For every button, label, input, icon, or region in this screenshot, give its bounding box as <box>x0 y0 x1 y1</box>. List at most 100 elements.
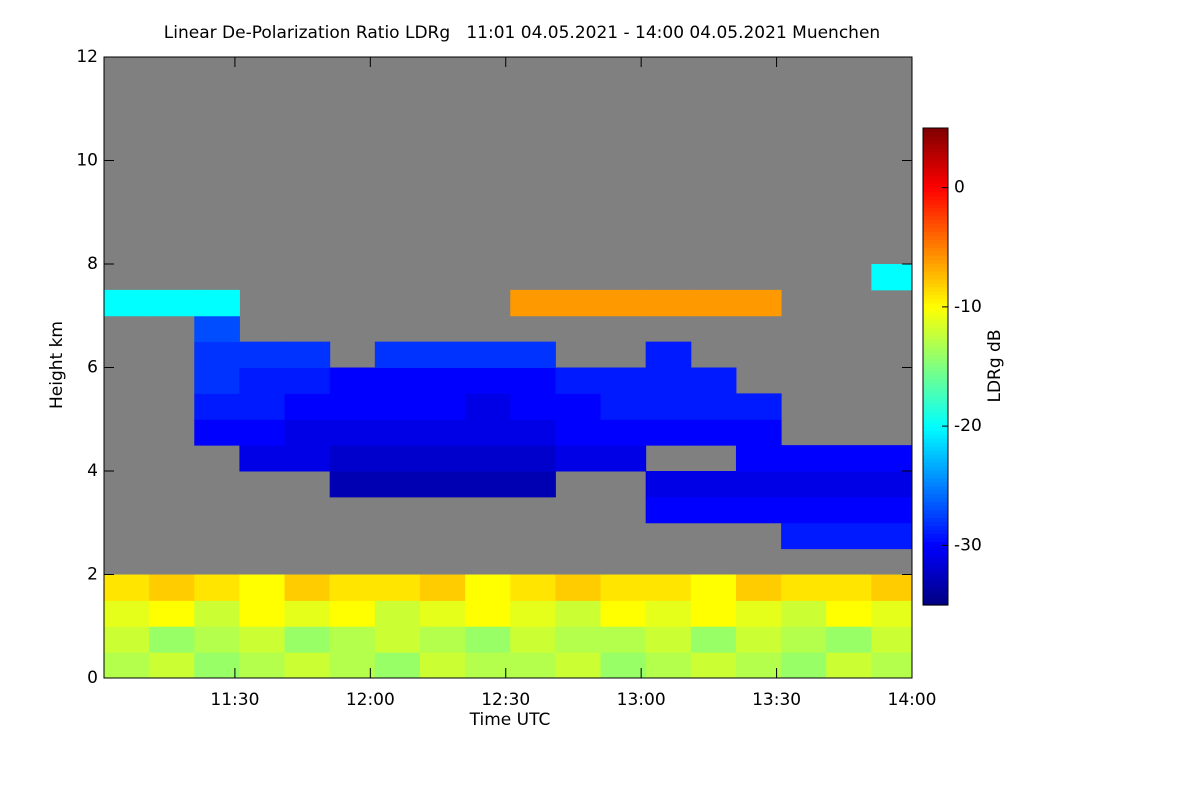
x-tick-label: 12:00 <box>346 690 395 710</box>
heatmap-cell <box>284 341 331 368</box>
heatmap-cell <box>826 652 872 679</box>
heatmap-cell <box>284 574 331 601</box>
heatmap-cell <box>239 341 286 368</box>
heatmap-cell <box>645 419 692 446</box>
colorbar-segment <box>923 151 948 157</box>
colorbar-segment <box>923 438 948 443</box>
colorbar-segment <box>923 593 948 598</box>
colorbar-segment <box>923 338 948 344</box>
colorbar-segment <box>923 215 948 221</box>
colorbar-frame <box>922 127 949 606</box>
colorbar-segment <box>923 473 948 479</box>
colorbar-segment <box>923 159 948 165</box>
heatmap-cell <box>194 652 240 679</box>
heatmap-cell <box>374 574 421 601</box>
heatmap-cell <box>555 445 602 472</box>
colorbar-segment <box>923 449 948 455</box>
heatmap-cell <box>329 600 376 627</box>
heatmap-cell <box>284 367 331 394</box>
heatmap-cell <box>735 471 782 498</box>
heatmap-cell <box>510 445 556 472</box>
heatmap-cell <box>419 445 466 472</box>
colorbar-segment <box>923 493 948 499</box>
colorbar-segment <box>923 489 948 495</box>
heatmap-cell <box>239 626 286 653</box>
heatmap-cell <box>104 600 150 627</box>
heatmap-cell <box>510 626 556 653</box>
colorbar-segment <box>923 589 948 594</box>
heatmap-cell <box>194 393 240 420</box>
heatmap-cell <box>690 496 737 524</box>
heatmap-cell <box>645 626 692 653</box>
colorbar-segment <box>923 565 948 570</box>
colorbar-segment <box>923 287 948 292</box>
x-axis-label: Time UTC <box>469 710 551 730</box>
colorbar-segment <box>923 294 948 300</box>
heatmap-cell <box>600 445 647 472</box>
y-axis-label: Height km <box>47 321 67 409</box>
heatmap-cell <box>239 445 286 472</box>
heatmap-cell <box>871 626 913 653</box>
heatmap-cell <box>194 289 240 317</box>
colorbar-segment <box>923 298 948 304</box>
colorbar-segment <box>923 386 948 391</box>
colorbar-segment <box>923 243 948 248</box>
heatmap-cell <box>465 626 511 653</box>
heatmap-cell <box>871 264 913 291</box>
colorbar-segment <box>923 283 948 288</box>
heatmap-cell <box>149 600 195 627</box>
heatmap-cell <box>735 496 782 524</box>
heatmap-cell <box>329 652 376 679</box>
heatmap-cell <box>871 600 913 627</box>
heatmap-cell <box>871 522 913 550</box>
y-tick-label: 10 <box>76 151 98 171</box>
colorbar-segment <box>923 251 948 256</box>
colorbar-segment <box>923 155 948 161</box>
colorbar-segment <box>923 561 948 566</box>
heatmap-cell <box>149 574 195 601</box>
colorbar-segment <box>923 477 948 483</box>
colorbar-segment <box>923 410 948 415</box>
colorbar-segment <box>923 227 948 232</box>
colorbar-segment <box>923 271 948 276</box>
colorbar-segment <box>923 131 948 137</box>
heatmap-cell <box>104 626 150 653</box>
colorbar-segment <box>923 370 948 376</box>
colorbar-tick-label: -20 <box>954 416 982 436</box>
heatmap-cell <box>600 393 647 420</box>
heatmap-cell <box>690 393 737 420</box>
colorbar-segment <box>923 322 948 328</box>
colorbar-segment <box>923 521 948 527</box>
heatmap-cell <box>465 393 511 420</box>
colorbar-segment <box>923 422 948 427</box>
colorbar-segment <box>923 390 948 395</box>
colorbar-segment <box>923 290 948 296</box>
heatmap-cell <box>329 367 376 394</box>
colorbar-segment <box>923 402 948 407</box>
colorbar-segment <box>923 314 948 320</box>
heatmap-cell <box>735 652 782 679</box>
colorbar-segment <box>923 501 948 507</box>
colorbar-segment <box>923 179 948 185</box>
heatmap-cell <box>194 600 240 627</box>
colorbar-segment <box>923 163 948 169</box>
colorbar-segment <box>923 187 948 193</box>
heatmap-cell <box>194 315 240 343</box>
heatmap-cell <box>600 289 647 317</box>
colorbar-segment <box>923 147 948 153</box>
colorbar-segment <box>923 362 948 368</box>
heatmap-cell <box>284 393 331 420</box>
heatmap-cell <box>781 445 827 472</box>
heatmap-cell <box>194 367 240 394</box>
heatmap-cell <box>284 652 331 679</box>
heatmap-cell <box>149 626 195 653</box>
colorbar-segment <box>923 239 948 244</box>
heatmap-cell <box>465 341 511 368</box>
heatmap-cell <box>826 522 872 550</box>
colorbar-segment <box>923 207 948 213</box>
colorbar-tick-label: -10 <box>954 297 982 317</box>
heatmap-cell <box>510 419 556 446</box>
colorbar-segment <box>923 195 948 201</box>
heatmap-cell <box>645 471 692 498</box>
